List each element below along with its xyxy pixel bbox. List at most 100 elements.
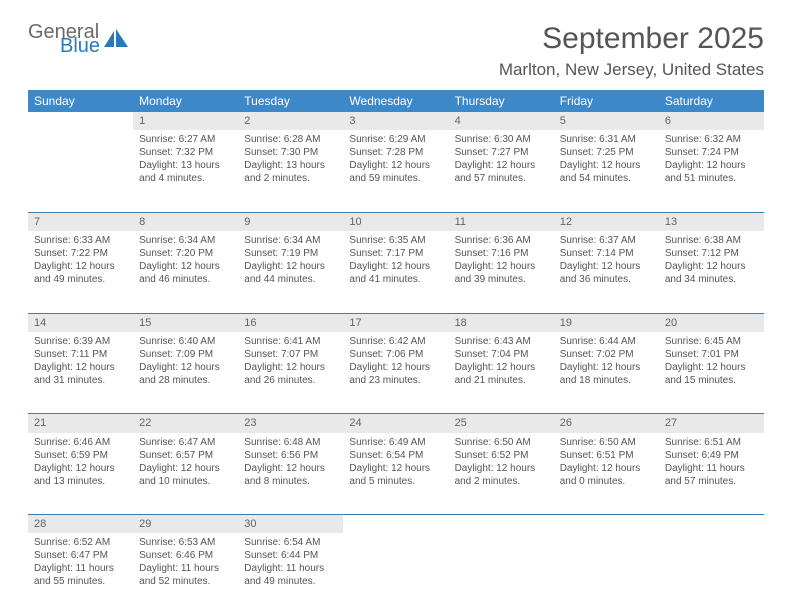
sunset-line: Sunset: 6:46 PM bbox=[139, 549, 232, 562]
day-number-cell: 16 bbox=[238, 313, 343, 332]
daylight-line: Daylight: 13 hours and 4 minutes. bbox=[139, 159, 232, 185]
day-number-cell: 25 bbox=[449, 414, 554, 433]
sunrise-line: Sunrise: 6:52 AM bbox=[34, 536, 127, 549]
daylight-line: Daylight: 11 hours and 55 minutes. bbox=[34, 562, 127, 588]
sunset-line: Sunset: 7:25 PM bbox=[560, 146, 653, 159]
day-number-cell: 12 bbox=[554, 212, 659, 231]
day-number-cell: 11 bbox=[449, 212, 554, 231]
day-cell-body: Sunrise: 6:44 AMSunset: 7:02 PMDaylight:… bbox=[554, 332, 659, 393]
day-cell: Sunrise: 6:37 AMSunset: 7:14 PMDaylight:… bbox=[554, 231, 659, 313]
day-cell-body: Sunrise: 6:28 AMSunset: 7:30 PMDaylight:… bbox=[238, 130, 343, 191]
daylight-line: Daylight: 12 hours and 34 minutes. bbox=[665, 260, 758, 286]
day-cell: Sunrise: 6:46 AMSunset: 6:59 PMDaylight:… bbox=[28, 433, 133, 515]
sunset-line: Sunset: 6:51 PM bbox=[560, 449, 653, 462]
daylight-line: Daylight: 12 hours and 49 minutes. bbox=[34, 260, 127, 286]
day-cell-body: Sunrise: 6:36 AMSunset: 7:16 PMDaylight:… bbox=[449, 231, 554, 292]
daylight-line: Daylight: 12 hours and 2 minutes. bbox=[455, 462, 548, 488]
daynum-row: 78910111213 bbox=[28, 212, 764, 231]
sunrise-line: Sunrise: 6:27 AM bbox=[139, 133, 232, 146]
weekday-header: Tuesday bbox=[238, 90, 343, 112]
day-cell-body: Sunrise: 6:53 AMSunset: 6:46 PMDaylight:… bbox=[133, 533, 238, 594]
sunset-line: Sunset: 7:20 PM bbox=[139, 247, 232, 260]
day-number-cell: 10 bbox=[343, 212, 448, 231]
day-cell: Sunrise: 6:49 AMSunset: 6:54 PMDaylight:… bbox=[343, 433, 448, 515]
day-number-cell bbox=[554, 515, 659, 534]
daylight-line: Daylight: 13 hours and 2 minutes. bbox=[244, 159, 337, 185]
sunrise-line: Sunrise: 6:54 AM bbox=[244, 536, 337, 549]
day-cell-body: Sunrise: 6:32 AMSunset: 7:24 PMDaylight:… bbox=[659, 130, 764, 191]
day-cell-body: Sunrise: 6:48 AMSunset: 6:56 PMDaylight:… bbox=[238, 433, 343, 494]
day-cell-body: Sunrise: 6:29 AMSunset: 7:28 PMDaylight:… bbox=[343, 130, 448, 191]
daylight-line: Daylight: 12 hours and 0 minutes. bbox=[560, 462, 653, 488]
sunset-line: Sunset: 6:59 PM bbox=[34, 449, 127, 462]
day-number-cell: 9 bbox=[238, 212, 343, 231]
day-number-cell: 6 bbox=[659, 112, 764, 130]
day-cell: Sunrise: 6:36 AMSunset: 7:16 PMDaylight:… bbox=[449, 231, 554, 313]
sunset-line: Sunset: 7:06 PM bbox=[349, 348, 442, 361]
sunrise-line: Sunrise: 6:51 AM bbox=[665, 436, 758, 449]
day-number-cell: 5 bbox=[554, 112, 659, 130]
sunrise-line: Sunrise: 6:34 AM bbox=[244, 234, 337, 247]
day-cell-body: Sunrise: 6:39 AMSunset: 7:11 PMDaylight:… bbox=[28, 332, 133, 393]
sunset-line: Sunset: 6:49 PM bbox=[665, 449, 758, 462]
sunrise-line: Sunrise: 6:34 AM bbox=[139, 234, 232, 247]
sunrise-line: Sunrise: 6:35 AM bbox=[349, 234, 442, 247]
day-cell: Sunrise: 6:33 AMSunset: 7:22 PMDaylight:… bbox=[28, 231, 133, 313]
day-cell: Sunrise: 6:43 AMSunset: 7:04 PMDaylight:… bbox=[449, 332, 554, 414]
sunrise-line: Sunrise: 6:41 AM bbox=[244, 335, 337, 348]
sunset-line: Sunset: 7:22 PM bbox=[34, 247, 127, 260]
sunrise-line: Sunrise: 6:39 AM bbox=[34, 335, 127, 348]
weekday-header: Friday bbox=[554, 90, 659, 112]
day-cell: Sunrise: 6:50 AMSunset: 6:51 PMDaylight:… bbox=[554, 433, 659, 515]
day-cell: Sunrise: 6:35 AMSunset: 7:17 PMDaylight:… bbox=[343, 231, 448, 313]
day-number-cell: 13 bbox=[659, 212, 764, 231]
logo-word2: Blue bbox=[60, 36, 100, 56]
sunset-line: Sunset: 6:47 PM bbox=[34, 549, 127, 562]
daynum-row: 21222324252627 bbox=[28, 414, 764, 433]
logo: General Blue bbox=[28, 22, 130, 56]
daylight-line: Daylight: 12 hours and 59 minutes. bbox=[349, 159, 442, 185]
day-cell: Sunrise: 6:32 AMSunset: 7:24 PMDaylight:… bbox=[659, 130, 764, 212]
daylight-line: Daylight: 12 hours and 28 minutes. bbox=[139, 361, 232, 387]
day-cell-body: Sunrise: 6:31 AMSunset: 7:25 PMDaylight:… bbox=[554, 130, 659, 191]
day-cell-body: Sunrise: 6:37 AMSunset: 7:14 PMDaylight:… bbox=[554, 231, 659, 292]
day-cell-body: Sunrise: 6:47 AMSunset: 6:57 PMDaylight:… bbox=[133, 433, 238, 494]
day-cell-body: Sunrise: 6:40 AMSunset: 7:09 PMDaylight:… bbox=[133, 332, 238, 393]
calendar-row: Sunrise: 6:33 AMSunset: 7:22 PMDaylight:… bbox=[28, 231, 764, 313]
day-cell: Sunrise: 6:50 AMSunset: 6:52 PMDaylight:… bbox=[449, 433, 554, 515]
day-cell bbox=[449, 533, 554, 615]
sunrise-line: Sunrise: 6:28 AM bbox=[244, 133, 337, 146]
day-cell-body: Sunrise: 6:51 AMSunset: 6:49 PMDaylight:… bbox=[659, 433, 764, 494]
day-number-cell: 27 bbox=[659, 414, 764, 433]
day-cell: Sunrise: 6:29 AMSunset: 7:28 PMDaylight:… bbox=[343, 130, 448, 212]
day-cell bbox=[659, 533, 764, 615]
day-number-cell: 17 bbox=[343, 313, 448, 332]
location: Marlton, New Jersey, United States bbox=[28, 60, 764, 80]
day-cell-body: Sunrise: 6:46 AMSunset: 6:59 PMDaylight:… bbox=[28, 433, 133, 494]
sunrise-line: Sunrise: 6:53 AM bbox=[139, 536, 232, 549]
day-cell-body: Sunrise: 6:33 AMSunset: 7:22 PMDaylight:… bbox=[28, 231, 133, 292]
day-cell-body: Sunrise: 6:34 AMSunset: 7:19 PMDaylight:… bbox=[238, 231, 343, 292]
day-cell: Sunrise: 6:54 AMSunset: 6:44 PMDaylight:… bbox=[238, 533, 343, 615]
weekday-header: Saturday bbox=[659, 90, 764, 112]
day-cell bbox=[28, 130, 133, 212]
day-number-cell: 26 bbox=[554, 414, 659, 433]
sunset-line: Sunset: 7:01 PM bbox=[665, 348, 758, 361]
sunrise-line: Sunrise: 6:50 AM bbox=[560, 436, 653, 449]
daylight-line: Daylight: 12 hours and 51 minutes. bbox=[665, 159, 758, 185]
daylight-line: Daylight: 12 hours and 36 minutes. bbox=[560, 260, 653, 286]
day-cell: Sunrise: 6:28 AMSunset: 7:30 PMDaylight:… bbox=[238, 130, 343, 212]
day-number-cell: 21 bbox=[28, 414, 133, 433]
day-number-cell: 2 bbox=[238, 112, 343, 130]
day-cell: Sunrise: 6:45 AMSunset: 7:01 PMDaylight:… bbox=[659, 332, 764, 414]
day-cell: Sunrise: 6:27 AMSunset: 7:32 PMDaylight:… bbox=[133, 130, 238, 212]
day-cell-body: Sunrise: 6:35 AMSunset: 7:17 PMDaylight:… bbox=[343, 231, 448, 292]
day-cell bbox=[554, 533, 659, 615]
sunrise-line: Sunrise: 6:47 AM bbox=[139, 436, 232, 449]
day-cell: Sunrise: 6:42 AMSunset: 7:06 PMDaylight:… bbox=[343, 332, 448, 414]
calendar-row: Sunrise: 6:46 AMSunset: 6:59 PMDaylight:… bbox=[28, 433, 764, 515]
sunset-line: Sunset: 7:27 PM bbox=[455, 146, 548, 159]
day-number-cell: 23 bbox=[238, 414, 343, 433]
daylight-line: Daylight: 12 hours and 8 minutes. bbox=[244, 462, 337, 488]
daylight-line: Daylight: 12 hours and 21 minutes. bbox=[455, 361, 548, 387]
